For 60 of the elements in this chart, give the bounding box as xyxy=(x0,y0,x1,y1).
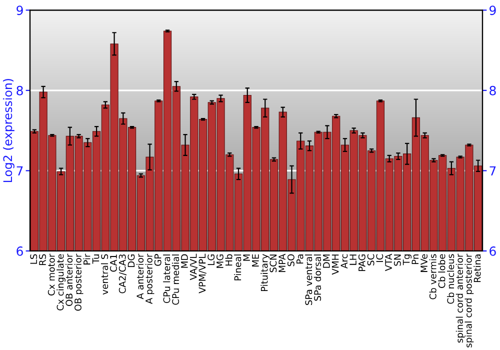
y2-tick-label: 9 xyxy=(490,6,496,16)
x-tick-label: SO xyxy=(287,254,294,266)
x-tick-label: IC xyxy=(376,254,384,262)
x-tick-label: LG xyxy=(208,254,215,266)
x-tick-label: DG xyxy=(128,254,135,267)
x-tick-label: SPa ventral xyxy=(305,254,312,305)
x-tick-label: Pir xyxy=(83,254,90,264)
x-tick-label: Pa xyxy=(296,254,304,264)
y2-tick-label: 7 xyxy=(490,166,496,176)
x-tick-label: VMH xyxy=(332,254,339,275)
x-tick-label: SN xyxy=(394,254,401,266)
x-tick-label: Hb xyxy=(225,254,232,266)
x-tick-label: RS xyxy=(39,254,46,266)
x-tick-label: A anterior xyxy=(136,254,144,300)
x-tick-label: M xyxy=(243,254,250,261)
x-tick-label: SC xyxy=(367,254,374,266)
x-tick-label: LH xyxy=(350,254,356,265)
x-tick-label: DM xyxy=(323,254,330,268)
x-tick-label: Pn xyxy=(412,254,418,264)
y-tick-label: 9 xyxy=(16,6,23,16)
x-tick-label: Retina xyxy=(474,254,481,282)
x-tick-label: CPu medial xyxy=(172,254,180,305)
x-tick-label: VTA xyxy=(385,254,392,272)
x-tick-label: Cb vermis xyxy=(429,254,436,300)
x-tick-label: MG xyxy=(216,254,224,268)
x-tick-label: MVe xyxy=(420,254,428,272)
x-tick-label: Tu xyxy=(92,254,100,264)
x-tick-label: SPa dorsal xyxy=(314,254,322,301)
x-tick-label: CPu lateral xyxy=(163,254,170,304)
x-tick-label: Cb nucleus xyxy=(447,254,454,304)
y-tick-label: 6 xyxy=(16,246,23,256)
x-tick-label: Cx cingulate xyxy=(56,254,66,310)
x-tick-label: Pineal xyxy=(234,254,242,280)
x-tick-label: spinal cord anterior xyxy=(456,254,465,343)
y2-tick-label: 8 xyxy=(490,86,496,96)
x-tick-label: MD xyxy=(181,254,188,268)
x-tick-label: VA/VL xyxy=(190,254,198,280)
x-tick-label: CA2/CA3 xyxy=(118,254,127,294)
x-tick-label: SCN xyxy=(270,254,277,272)
y-tick-label: 8 xyxy=(16,86,23,96)
x-tick-label: ventral S xyxy=(100,254,108,295)
x-tick-label: Cb lobe xyxy=(438,254,446,288)
x-tick-label: ME xyxy=(252,254,259,267)
x-tick-label: spinal cord posterior xyxy=(464,254,474,348)
x-tick-label: CA1 xyxy=(110,254,117,272)
x-tick-label: GP xyxy=(154,254,162,266)
y-tick-label: 7 xyxy=(16,166,23,176)
x-tick-label: Arc xyxy=(340,254,348,269)
x-tick-label: PAG xyxy=(358,254,366,271)
x-tick-label: VPM/VPL xyxy=(198,254,206,294)
y-axis-title: Log2 (expression) xyxy=(2,78,14,182)
x-tick-label: A posterior xyxy=(145,254,154,304)
x-tick-label: Cx motor xyxy=(48,254,55,296)
x-tick-label: OB anterior xyxy=(65,254,73,306)
x-tick-label: MPA xyxy=(278,254,286,272)
x-tick-label: OB posterior xyxy=(74,254,84,311)
x-tick-label: LS xyxy=(30,254,38,264)
x-tick-label: Pituitary xyxy=(260,254,270,292)
x-tick-label: Tg xyxy=(402,254,412,266)
y2-tick-label: 6 xyxy=(490,246,496,256)
